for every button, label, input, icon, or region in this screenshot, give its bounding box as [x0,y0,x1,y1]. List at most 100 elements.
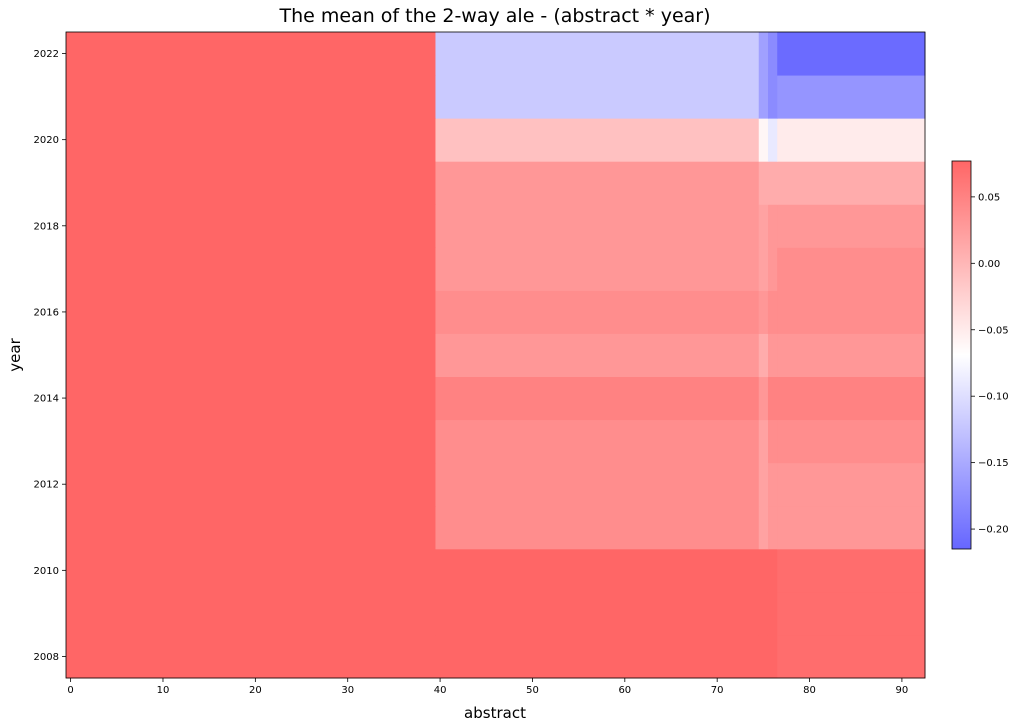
plot-frame [65,31,926,679]
heatmap-cell [66,376,436,421]
heatmap-cell [66,32,436,76]
heatmap-cell [758,204,769,248]
heatmap-cell [435,462,760,507]
heatmap-cell [777,505,926,550]
heatmap-cell [435,333,760,378]
heatmap-cell [758,333,769,378]
heatmap-cell [66,548,436,593]
heatmap-cell [66,591,436,636]
x-tick-label: 0 [67,685,73,696]
heatmap-cell [435,548,760,593]
colorbar-tick-label: −0.05 [978,325,1009,336]
colorbar-tick-label: −0.10 [978,392,1009,403]
y-tick-label: 2014 [34,394,59,405]
heatmap-cell [66,75,436,119]
heatmap-cell [66,419,436,464]
heatmap-cell [435,32,760,76]
heatmap-cell [435,118,760,162]
heatmap-cell [758,376,769,421]
y-axis: 2008 2010 2012 2014 2016 2018 2020 2022 [34,49,66,663]
heatmap-cell [758,290,769,334]
colorbar-tick-label: −0.15 [978,458,1009,469]
y-tick-label: 2012 [34,480,59,491]
heatmap-cell [66,290,436,334]
heatmap-cell [767,75,778,119]
heatmap-cell [777,118,926,162]
heatmap-cell [777,419,926,464]
colorbar-ticks: 0.05 0.00 −0.05 −0.10 −0.15 −0.20 [971,192,1009,536]
heatmap-cell [758,118,769,162]
heatmap-cell [767,505,778,550]
heatmap-cell [758,247,769,291]
heatmap-cell [767,634,778,679]
heatmap-cell [66,161,436,205]
heatmap-cell [767,548,778,593]
x-tick-label: 80 [803,685,816,696]
heatmap-cell [767,118,778,162]
heatmap-cell [66,462,436,507]
y-tick-label: 2008 [34,652,59,663]
heatmap-cell [777,462,926,507]
heatmap-cell [758,419,769,464]
heatmap-cells [66,32,926,679]
heatmap-cell [777,634,926,679]
heatmap-cell [435,161,760,205]
heatmap-cell [767,290,778,334]
y-tick-label: 2022 [34,49,59,60]
heatmap-cell [777,333,926,378]
heatmap-cell [758,75,769,119]
heatmap-cell [777,591,926,636]
heatmap-cell [777,32,926,76]
x-tick-label: 20 [249,685,262,696]
heatmap-cell [66,118,436,162]
x-tick-label: 10 [157,685,170,696]
y-tick-label: 2010 [34,566,59,577]
heatmap-cell [66,634,436,679]
y-axis-label: year [6,337,24,371]
heatmap-cell [777,161,926,205]
heatmap-cell [435,505,760,550]
heatmap-cell [758,462,769,507]
chart-title: The mean of the 2-way ale - (abstract * … [278,5,710,27]
heatmap-cell [777,290,926,334]
heatmap-cell [767,462,778,507]
heatmap-cell [435,419,760,464]
heatmap-cell [435,204,760,248]
heatmap-cell [767,32,778,76]
x-tick-label: 40 [434,685,447,696]
heatmap-cell [777,548,926,593]
x-tick-label: 60 [618,685,631,696]
heatmap-cell [66,333,436,378]
x-tick-label: 50 [526,685,539,696]
x-tick-label: 90 [896,685,909,696]
heatmap-cell [777,376,926,421]
x-tick-label: 70 [711,685,724,696]
heatmap-cell [767,204,778,248]
heatmap-cell [435,634,760,679]
heatmap-cell [66,247,436,291]
heatmap-cell [435,376,760,421]
colorbar-tick-label: 0.00 [978,259,1000,270]
heatmap-cell [758,32,769,76]
y-tick-label: 2016 [34,307,59,318]
heatmap-cell [435,591,760,636]
heatmap-cell [777,204,926,248]
colorbar-tick-label: 0.05 [978,192,1000,203]
heatmap-cell [767,591,778,636]
x-axis-label: abstract [464,704,526,722]
heatmap-cell [435,75,760,119]
heatmap-cell [758,634,769,679]
heatmap-cell [435,290,760,334]
heatmap-cell [767,419,778,464]
x-axis: 0 10 20 30 40 50 60 70 80 90 [67,678,908,696]
x-tick-label: 30 [341,685,354,696]
heatmap-cell [767,333,778,378]
heatmap-cell [758,548,769,593]
heatmap-cell [777,75,926,119]
heatmap-cell [66,204,436,248]
heatmap-cell [758,591,769,636]
heatmap-cell [758,505,769,550]
heatmap-cell [66,505,436,550]
heatmap-cell [767,247,778,291]
